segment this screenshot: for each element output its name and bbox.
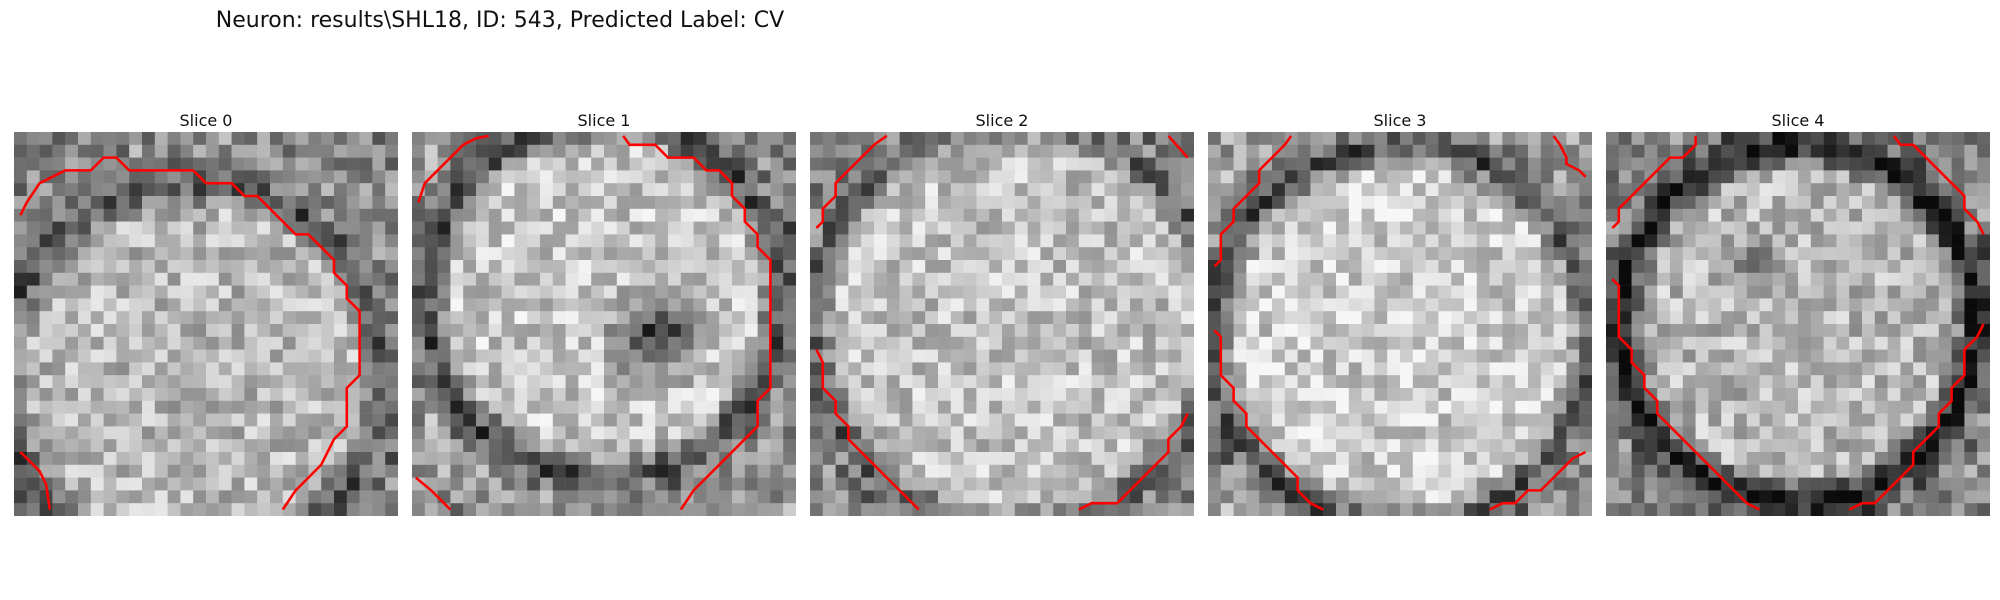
slice-panel-2: Slice 2: [810, 110, 1194, 516]
slice-panel-3: Slice 3: [1208, 110, 1592, 516]
slice-panel-4: Slice 4: [1606, 110, 1990, 516]
contour-line: [1611, 135, 1697, 229]
slice-pixels: [1208, 132, 1592, 516]
slice-image-1: [412, 132, 796, 516]
contour-line: [1078, 413, 1189, 511]
slice-image-4: [1606, 132, 1990, 516]
slice-title-4: Slice 4: [1771, 111, 1825, 130]
contour-line: [1213, 135, 1293, 268]
slice-pixels: [412, 132, 796, 516]
slice-title-2: Slice 2: [975, 111, 1029, 130]
contour-line: [1213, 329, 1324, 511]
contour-line: [19, 156, 361, 511]
contour-line: [1848, 323, 1985, 511]
contour-line: [1611, 278, 1761, 511]
contour-line: [622, 135, 772, 511]
slice-panel-1: Slice 1: [412, 110, 796, 516]
slice-title-3: Slice 3: [1373, 111, 1427, 130]
slice-image-3: [1208, 132, 1592, 516]
contour-line: [19, 451, 52, 510]
slice-title-0: Slice 0: [179, 111, 233, 130]
figure-title: Neuron: results\SHL18, ID: 543, Predicte…: [215, 8, 785, 33]
slice-panel-0: Slice 0: [14, 110, 398, 516]
contour-line: [415, 476, 452, 511]
slice-image-2: [810, 132, 1194, 516]
slice-image-0: [14, 132, 398, 516]
slice-pixels: [1606, 132, 1990, 516]
slice-pixels: [14, 132, 398, 516]
contour-line: [1552, 135, 1587, 178]
contour-line: [815, 349, 920, 511]
contour-line: [1892, 135, 1985, 235]
slice-pixels: [810, 132, 1194, 516]
contour-line: [417, 134, 490, 203]
contour-line: [1489, 450, 1587, 511]
contour-line: [1167, 134, 1189, 159]
contour-line: [815, 134, 888, 229]
slice-title-1: Slice 1: [577, 111, 631, 130]
